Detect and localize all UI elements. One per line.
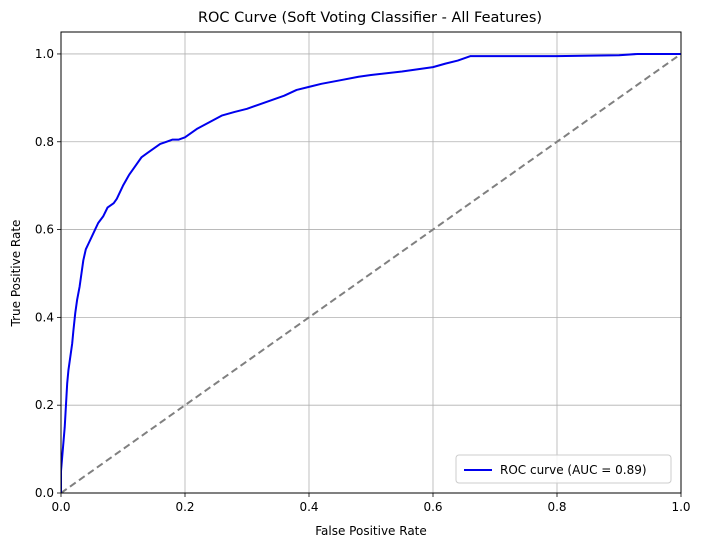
x-axis-label: False Positive Rate (315, 524, 427, 538)
x-tick-label: 1.0 (671, 500, 690, 514)
legend-label: ROC curve (AUC = 0.89) (500, 463, 647, 477)
y-tick-label: 0.6 (35, 223, 54, 237)
y-tick-label: 1.0 (35, 47, 54, 61)
x-axis-ticks: 0.0 0.2 0.4 0.6 0.8 1.0 (51, 493, 691, 514)
chart-title: ROC Curve (Soft Voting Classifier - All … (198, 10, 542, 26)
x-tick-label: 0.4 (299, 500, 318, 514)
x-tick-label: 0.0 (51, 500, 70, 514)
y-tick-label: 0.8 (35, 135, 54, 149)
y-axis-label: True Positive Rate (9, 220, 23, 328)
y-axis-ticks: 0.0 0.2 0.4 0.6 0.8 1.0 (35, 47, 61, 500)
series-layer (61, 52, 681, 493)
roc-curve-line (61, 52, 681, 493)
plot-area-frame (60, 31, 682, 494)
grid-lines (60, 32, 682, 494)
x-tick-label: 0.6 (423, 500, 442, 514)
legend-box (455, 454, 672, 484)
x-tick-label: 0.2 (175, 500, 194, 514)
legend: ROC curve (AUC = 0.89) (455, 454, 672, 484)
y-tick-label: 0.2 (35, 398, 54, 412)
y-tick-label: 0.4 (35, 310, 54, 324)
y-tick-label: 0.0 (35, 486, 54, 500)
x-tick-label: 0.8 (547, 500, 566, 514)
random-baseline-line (61, 53, 681, 493)
